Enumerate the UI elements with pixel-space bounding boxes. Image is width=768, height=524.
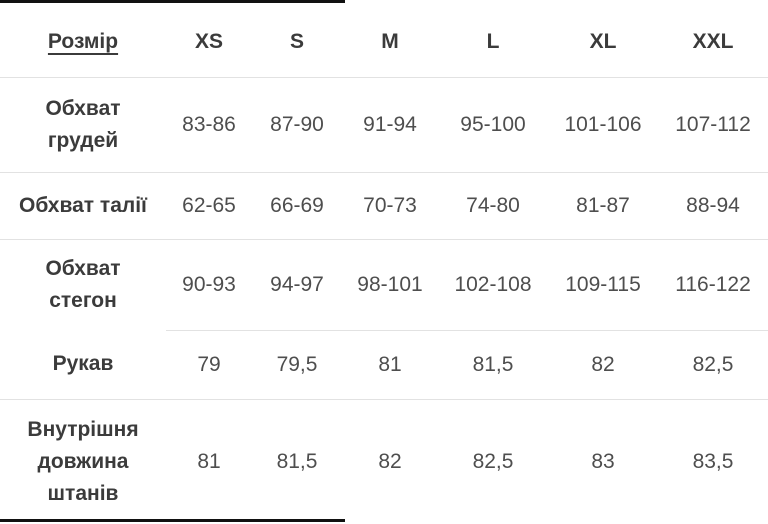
size-column-header: M — [381, 30, 399, 54]
size-value-cell: 82 — [342, 398, 438, 524]
measurement-label: Обхват талії — [0, 171, 166, 239]
size-value-cell: 81-87 — [548, 171, 658, 239]
size-value-cell: 83-86 — [166, 76, 252, 172]
size-value-cell: 82,5 — [658, 329, 768, 399]
size-value-cell: 83,5 — [658, 398, 768, 524]
size-value-cell: 107-112 — [658, 76, 768, 172]
size-value-cell: 81,5 — [438, 329, 548, 399]
size-value-cell: 66-69 — [252, 171, 342, 239]
size-column-header: S — [289, 30, 304, 54]
size-column-header: XS — [194, 30, 223, 54]
table-row: Обхват грудей 83-86 87-90 91-94 95-100 101-10… — [0, 76, 768, 172]
size-value-cell: 81 — [166, 398, 252, 524]
size-chart-body: Обхват грудей 83-86 87-90 91-94 95-100 101-10… — [0, 76, 768, 524]
table-row: Обхват талії 62-65 66-69 70-73 74-80 81-87 88-… — [0, 171, 768, 239]
size-header-link[interactable]: Розмір — [47, 30, 119, 54]
measurement-label: Обхват стегон — [0, 238, 166, 330]
size-column-header: XL — [589, 30, 617, 54]
size-value-cell: 70-73 — [342, 171, 438, 239]
size-value-cell: 91-94 — [342, 76, 438, 172]
measurement-label: Обхват грудей — [0, 76, 166, 172]
size-value-cell: 62-65 — [166, 171, 252, 239]
size-header-cell: Розмір — [0, 0, 166, 77]
size-value-cell: 74-80 — [438, 171, 548, 239]
size-value-cell: 116-122 — [658, 238, 768, 330]
size-value-cell: 79 — [166, 329, 252, 399]
size-value-cell: 95-100 — [438, 76, 548, 172]
measurement-label: Рукав — [52, 352, 114, 376]
table-row: Внутрішня довжина штанів 81 81,5 82 82,5 83 83… — [0, 398, 768, 524]
size-header-row: Розмір XS S M L XL XXL — [0, 0, 768, 77]
size-value-cell: 83 — [548, 398, 658, 524]
table-row: Рукав 79 79,5 81 81,5 82 82,5 — [0, 329, 768, 399]
measurement-label: Внутрішня довжина штанів — [0, 398, 166, 524]
table-row: Обхват стегон 90-93 94-97 98-101 102-108 109-… — [0, 238, 768, 330]
size-value-cell: 81,5 — [252, 398, 342, 524]
size-value-cell: 79,5 — [252, 329, 342, 399]
size-column-header: XXL — [692, 30, 734, 54]
size-value-cell: 90-93 — [166, 238, 252, 330]
size-value-cell: 82,5 — [438, 398, 548, 524]
bottom-edge-bar — [0, 519, 345, 522]
size-value-cell: 81 — [342, 329, 438, 399]
top-edge-bar — [0, 0, 345, 3]
size-value-cell: 98-101 — [342, 238, 438, 330]
size-value-cell: 82 — [548, 329, 658, 399]
size-value-cell: 88-94 — [658, 171, 768, 239]
size-value-cell: 101-106 — [548, 76, 658, 172]
size-column-header: L — [486, 30, 500, 54]
size-value-cell: 109-115 — [548, 238, 658, 330]
size-value-cell: 102-108 — [438, 238, 548, 330]
size-value-cell: 87-90 — [252, 76, 342, 172]
size-value-cell: 94-97 — [252, 238, 342, 330]
